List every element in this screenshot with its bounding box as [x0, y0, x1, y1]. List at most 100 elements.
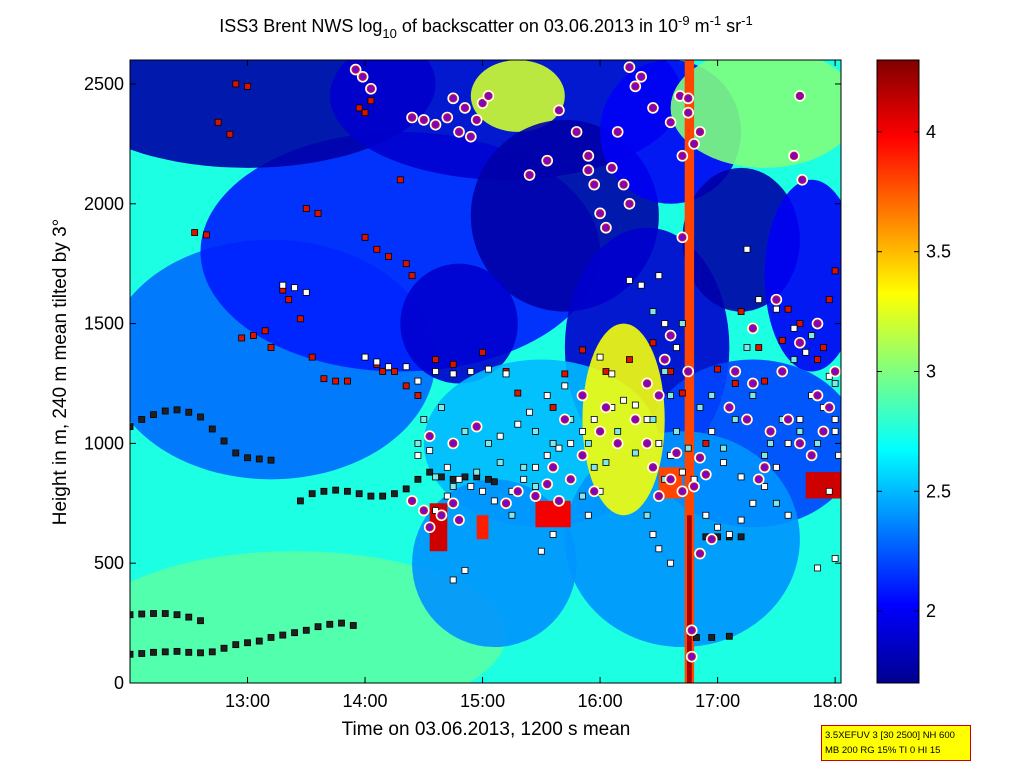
marker-s0-32 — [185, 408, 193, 416]
marker-s1-29 — [402, 260, 410, 268]
marker-core-s4-27 — [667, 119, 674, 126]
marker-core-s4-63 — [667, 476, 674, 483]
marker-s2-69 — [802, 348, 810, 356]
marker-s0-57 — [490, 478, 498, 486]
marker-s2-63 — [661, 320, 669, 327]
marker-core-s4-6 — [444, 114, 451, 121]
marker-core-s4-37 — [796, 92, 804, 100]
marker-core-s4-99 — [814, 320, 821, 327]
marker-s1-3 — [226, 130, 234, 138]
marker-s1-47 — [714, 365, 722, 373]
marker-s2-37 — [714, 523, 722, 531]
marker-s2-15 — [443, 463, 451, 471]
marker-core-s4-101 — [773, 296, 780, 303]
marker-s2-14 — [426, 447, 434, 454]
marker-core-s4-8 — [467, 133, 475, 140]
marker-s0-6 — [197, 649, 204, 657]
marker-core-s4-33 — [585, 167, 592, 174]
marker-s0-36 — [232, 449, 240, 457]
marker-core-s4-45 — [743, 416, 751, 423]
marker-core-s4-13 — [449, 95, 457, 102]
marker-core-s4-29 — [685, 95, 692, 102]
marker-s3-21 — [731, 416, 739, 423]
marker-s2-39 — [737, 516, 745, 524]
marker-s3-29 — [761, 451, 769, 459]
marker-s2-27 — [590, 416, 598, 423]
marker-core-s4-14 — [526, 171, 533, 179]
y-tick-label-4: 2000 — [84, 194, 124, 214]
marker-s3-14 — [661, 368, 669, 375]
marker-s1-16 — [320, 375, 328, 383]
marker-s0-53 — [449, 475, 457, 483]
marker-s3-17 — [684, 444, 692, 452]
cbar-tick-label-0: 2 — [926, 601, 936, 621]
marker-s2-29 — [620, 396, 627, 404]
settings-line-2: MB 200 RG 15% TI 0 HI 15 — [825, 745, 941, 756]
marker-s2-56 — [543, 392, 551, 399]
marker-core-s4-60 — [655, 392, 663, 399]
marker-s0-35 — [220, 437, 228, 445]
x-tick-label-4: 17:00 — [695, 691, 740, 711]
marker-s0-52 — [438, 473, 445, 481]
marker-s3-12 — [631, 449, 639, 457]
marker-s1-11 — [285, 296, 293, 304]
marker-s2-36 — [702, 511, 710, 519]
marker-s1-49 — [737, 308, 745, 315]
marker-s3-9 — [584, 439, 592, 447]
marker-s2-1 — [291, 284, 298, 292]
marker-s1-40 — [579, 346, 586, 354]
marker-s2-32 — [655, 439, 663, 447]
marker-s0-50 — [414, 475, 422, 483]
marker-s0-31 — [173, 406, 181, 414]
marker-core-s4-91 — [455, 516, 463, 524]
marker-s0-1 — [138, 650, 146, 657]
marker-core-s4-93 — [449, 440, 457, 447]
marker-core-s4-28 — [676, 92, 684, 100]
marker-core-s4-75 — [614, 440, 621, 447]
marker-s0-22 — [150, 610, 157, 617]
marker-s0-59 — [708, 634, 716, 641]
marker-s1-54 — [796, 320, 804, 327]
marker-s3-41 — [790, 356, 798, 363]
marker-s2-40 — [749, 499, 757, 507]
marker-s3-42 — [808, 332, 816, 339]
marker-s0-41 — [308, 490, 316, 498]
marker-core-s4-102 — [749, 325, 757, 332]
marker-s2-60 — [626, 277, 633, 284]
marker-s3-5 — [520, 463, 528, 471]
marker-s2-55 — [526, 408, 533, 416]
marker-core-s4-12 — [461, 104, 469, 112]
marker-core-s4-0 — [352, 66, 359, 73]
marker-core-s4-85 — [561, 416, 569, 423]
marker-s2-23 — [543, 451, 551, 459]
marker-s2-7 — [414, 377, 422, 385]
marker-s1-19 — [355, 104, 363, 112]
marker-s0-24 — [173, 611, 181, 619]
marker-s1-23 — [379, 368, 387, 375]
marker-core-s4-89 — [438, 512, 445, 519]
marker-s2-30 — [631, 401, 639, 409]
marker-core-s4-30 — [696, 128, 704, 136]
marker-core-s4-2 — [367, 85, 375, 92]
marker-s1-39 — [561, 370, 569, 378]
marker-s1-4 — [232, 80, 240, 88]
marker-s3-26 — [814, 439, 821, 447]
marker-core-s4-65 — [690, 483, 698, 490]
marker-core-s4-83 — [514, 488, 522, 495]
marker-s0-27 — [130, 423, 134, 431]
x-tick-label-2: 15:00 — [460, 691, 505, 711]
marker-core-s4-53 — [831, 368, 839, 375]
marker-s0-17 — [326, 620, 334, 628]
marker-s0-0 — [130, 650, 134, 658]
marker-core-s4-92 — [426, 432, 433, 440]
marker-core-s4-58 — [667, 332, 674, 339]
marker-s3-25 — [796, 428, 804, 435]
marker-core-s4-56 — [679, 234, 686, 241]
marker-s3-13 — [649, 416, 657, 423]
marker-s1-32 — [414, 392, 422, 399]
marker-core-s4-44 — [726, 404, 733, 411]
x-tick-label-0: 13:00 — [225, 691, 270, 711]
marker-core-s4-84 — [502, 500, 510, 507]
marker-s0-44 — [344, 487, 351, 495]
cbar-tick-label-4: 4 — [926, 122, 936, 142]
